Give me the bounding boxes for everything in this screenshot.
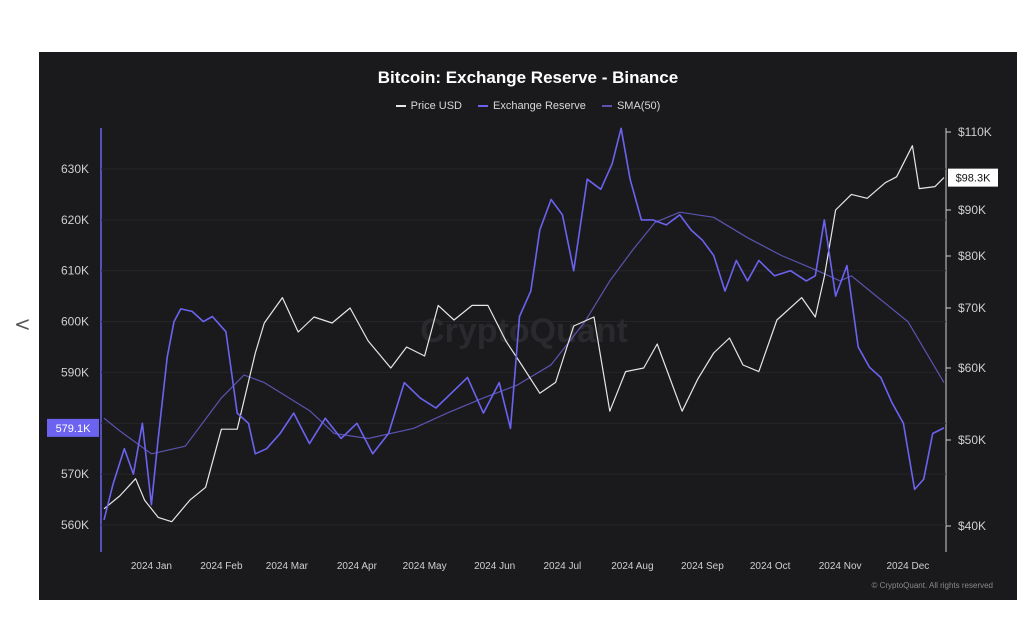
chart-legend: Price USD Exchange Reserve SMA(50) bbox=[39, 100, 1017, 112]
right-tick-label: $90K bbox=[958, 203, 986, 217]
x-tick-label: 2024 Sep bbox=[681, 561, 724, 572]
price-value-badge bbox=[948, 168, 998, 187]
left-tick-label: 620K bbox=[61, 213, 89, 227]
exchange-reserve-line bbox=[103, 127, 945, 521]
right-tick-label: $60K bbox=[958, 361, 986, 375]
previous-arrow-icon[interactable]: < bbox=[14, 312, 31, 336]
legend-item-price[interactable]: Price USD bbox=[395, 100, 462, 112]
left-tick-label: 570K bbox=[61, 467, 89, 481]
legend-label-sma: SMA(50) bbox=[616, 100, 661, 112]
copyright-footer: © CryptoQuant. All rights reserved bbox=[871, 581, 994, 590]
x-tick-label: 2024 Jun bbox=[474, 561, 515, 572]
x-tick-label: 2024 Aug bbox=[611, 561, 653, 572]
left-tick-label: 560K bbox=[61, 518, 89, 532]
left-tick-label: 590K bbox=[61, 365, 89, 379]
legend-label-reserve: Exchange Reserve bbox=[492, 100, 586, 112]
right-tick-label: $70K bbox=[958, 301, 986, 315]
x-tick-label: 2024 Jul bbox=[543, 561, 581, 572]
x-tick-label: 2024 Jan bbox=[131, 561, 172, 572]
reserve-value-text: 579.1K bbox=[56, 423, 92, 435]
chart-panel: Bitcoin: Exchange Reserve - Binance Pric… bbox=[39, 52, 1017, 600]
legend-swatch-sma bbox=[601, 105, 612, 107]
legend-item-reserve[interactable]: Exchange Reserve bbox=[477, 100, 586, 112]
legend-item-sma[interactable]: SMA(50) bbox=[601, 100, 661, 112]
watermark-text: CryptoQuant bbox=[420, 312, 628, 350]
left-tick-label: 610K bbox=[61, 264, 89, 278]
right-tick-label: $80K bbox=[958, 249, 986, 263]
left-tick-label: 600K bbox=[61, 315, 89, 329]
chart-title: Bitcoin: Exchange Reserve - Binance bbox=[377, 68, 679, 87]
x-tick-label: 2024 Dec bbox=[886, 561, 929, 572]
x-tick-label: 2024 May bbox=[403, 561, 447, 572]
right-tick-label: $40K bbox=[958, 519, 986, 533]
price-value-text: $98.3K bbox=[956, 173, 992, 185]
legend-swatch-reserve bbox=[477, 105, 488, 107]
right-tick-label: $50K bbox=[958, 433, 986, 447]
price-usd-line bbox=[103, 145, 945, 523]
x-tick-label: 2024 Nov bbox=[819, 561, 862, 572]
legend-swatch-price bbox=[395, 105, 406, 107]
legend-label-price: Price USD bbox=[410, 100, 462, 112]
reserve-value-badge bbox=[47, 418, 99, 437]
x-tick-label: 2024 Apr bbox=[337, 561, 378, 572]
right-tick-label: $110K bbox=[958, 125, 992, 139]
chart-plot: 630K620K610K600K590K580K570K560K$110K$90… bbox=[47, 125, 998, 572]
x-tick-label: 2024 Mar bbox=[266, 561, 309, 572]
left-tick-label: 630K bbox=[61, 162, 89, 176]
x-tick-label: 2024 Oct bbox=[750, 561, 791, 572]
x-tick-label: 2024 Feb bbox=[200, 561, 243, 572]
